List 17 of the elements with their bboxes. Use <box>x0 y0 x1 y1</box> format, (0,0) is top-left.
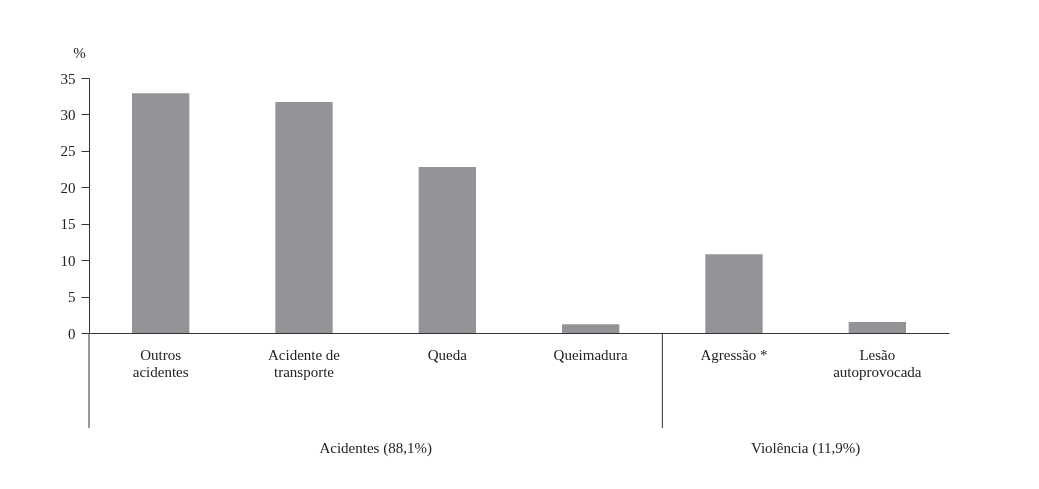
y-tick-label: 0 <box>68 325 76 342</box>
x-tick-label: Lesão autoprovocada <box>833 346 922 380</box>
text: Violência (11,9%) <box>750 440 861 457</box>
y-tick-label: 10 <box>60 252 76 269</box>
y-axis-title: % <box>73 44 86 61</box>
y-tick-label: 35 <box>60 70 76 87</box>
x-tick-label: Queimadura <box>553 346 629 363</box>
y-tick-label: 30 <box>60 106 76 123</box>
y-tick-label: 15 <box>60 216 76 233</box>
x-tick-label: Agressão * <box>700 346 768 363</box>
y-tick-label: 5 <box>68 289 76 306</box>
x-tick-label: Outros acidentes <box>132 346 189 380</box>
y-tick-label: 25 <box>60 143 76 160</box>
text: Acidentes (88,1%) <box>319 440 432 457</box>
x-tick-label: Queda <box>427 346 468 363</box>
y-tick-label: 20 <box>60 179 76 196</box>
x-tick-label: Acidente de transporte <box>267 346 341 380</box>
